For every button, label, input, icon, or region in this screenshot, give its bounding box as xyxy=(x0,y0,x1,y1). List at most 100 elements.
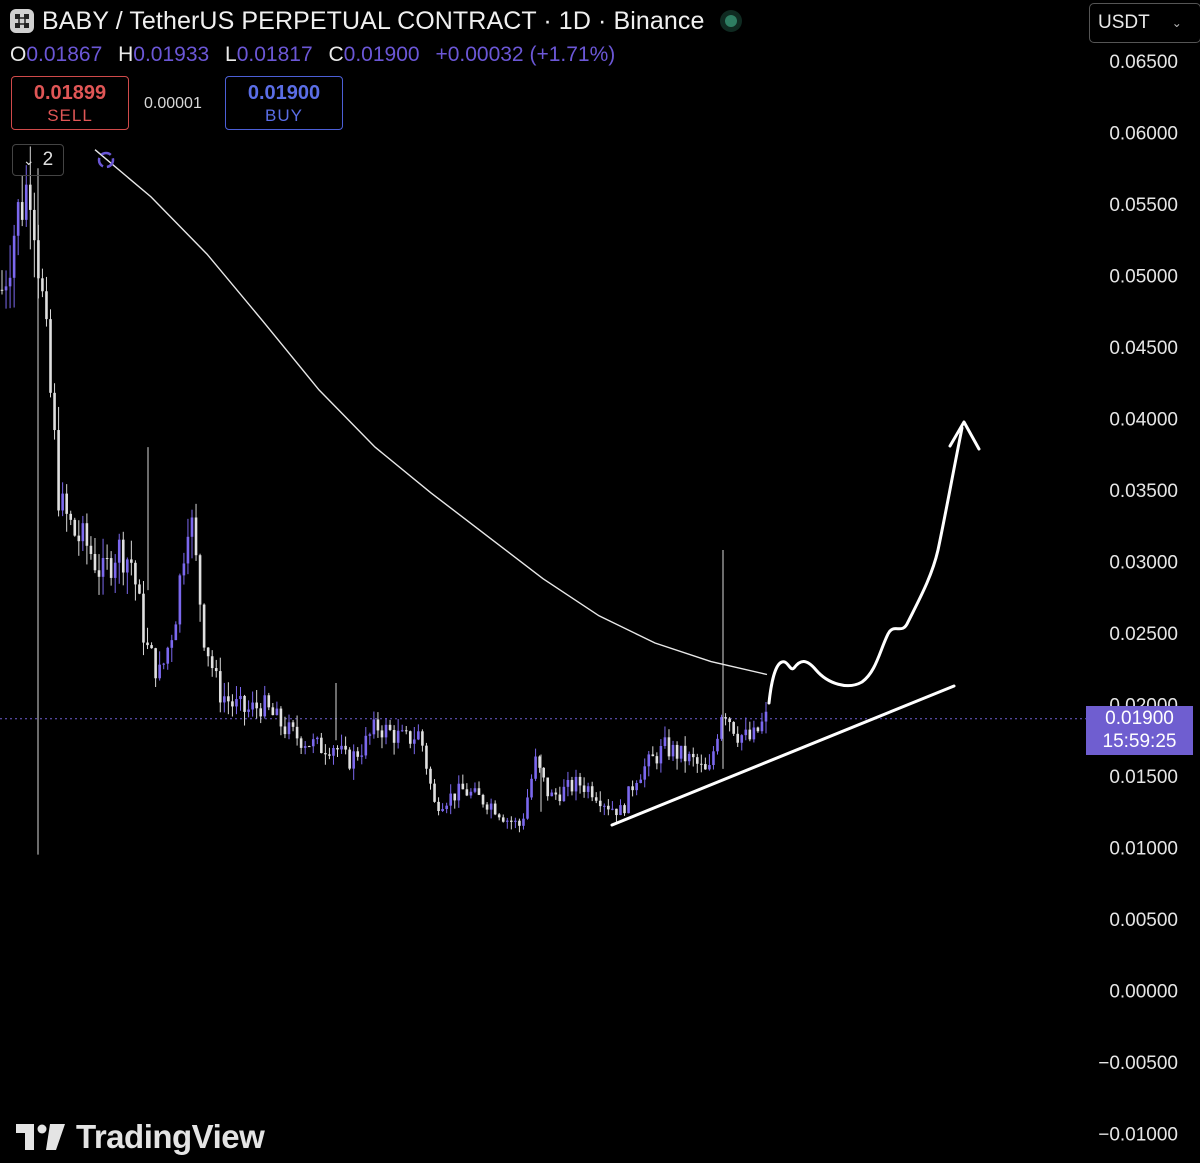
candle-body xyxy=(639,779,642,783)
candle-body xyxy=(267,695,271,708)
candle xyxy=(316,736,319,745)
candle-body xyxy=(348,749,351,769)
candle xyxy=(756,726,760,733)
price-axis[interactable]: 0.06500 0.06000 0.05500 0.05000 0.04500 0.040… xyxy=(1098,52,1178,1146)
candle-body xyxy=(683,745,687,762)
price-axis-label: −0.01000 xyxy=(1098,1125,1178,1146)
candle-body xyxy=(712,751,715,766)
candle-body xyxy=(283,726,287,735)
candle-body xyxy=(631,786,634,791)
candle-body xyxy=(429,768,432,784)
sell-label: SELL xyxy=(47,106,93,125)
candle xyxy=(352,744,355,780)
candle-body xyxy=(497,814,501,818)
candle-body xyxy=(566,779,570,787)
candle xyxy=(675,741,679,770)
candle-body xyxy=(356,751,360,757)
cycle-marker-icon[interactable] xyxy=(97,151,115,169)
projection-arrow-path[interactable] xyxy=(767,426,964,705)
candle-body xyxy=(150,645,153,649)
candle xyxy=(33,192,36,278)
candle-body xyxy=(89,545,93,554)
buy-button[interactable]: 0.01900 BUY xyxy=(225,76,343,130)
support-trendline[interactable] xyxy=(610,684,956,827)
candle xyxy=(554,788,558,800)
candle xyxy=(360,744,364,765)
candle xyxy=(4,270,8,309)
candle xyxy=(174,621,178,641)
candle-body xyxy=(12,235,16,278)
candle-body xyxy=(210,656,214,669)
candle xyxy=(720,714,723,741)
candle-body xyxy=(570,779,574,792)
candle xyxy=(57,406,60,517)
candle-body xyxy=(380,730,384,738)
candle-body xyxy=(218,671,222,703)
candle xyxy=(372,711,376,739)
candle xyxy=(97,554,101,595)
candle-body xyxy=(311,739,315,747)
candle-body xyxy=(691,753,695,758)
candle-body xyxy=(295,726,299,739)
candle-body xyxy=(590,786,594,798)
candle xyxy=(117,533,121,584)
candle xyxy=(683,736,687,773)
tradingview-wordmark: TradingView xyxy=(76,1118,265,1155)
candle xyxy=(655,752,659,770)
candle xyxy=(77,520,81,556)
candle xyxy=(109,551,113,586)
candle xyxy=(453,793,457,809)
candle-body xyxy=(324,753,327,755)
candle xyxy=(695,753,699,773)
price-axis-label: 0.00000 xyxy=(1109,982,1178,1003)
candle xyxy=(275,701,279,716)
candle xyxy=(271,703,275,716)
candle xyxy=(162,662,165,670)
candle-body xyxy=(20,202,24,220)
candle-body xyxy=(259,708,263,717)
candle xyxy=(615,808,618,822)
candle-body xyxy=(121,539,125,573)
candle-body xyxy=(113,562,117,578)
candle-body xyxy=(73,519,77,536)
indicators-collapse-button[interactable]: ⌄ 2 xyxy=(12,144,64,176)
candle xyxy=(566,771,570,797)
candle-body xyxy=(332,747,335,756)
candle xyxy=(691,747,695,767)
candle-body xyxy=(441,809,444,812)
candle-body xyxy=(239,695,242,700)
candle xyxy=(408,730,412,749)
currency-select[interactable]: USDT ⌄ xyxy=(1089,3,1200,43)
candle xyxy=(598,791,602,813)
candle-body xyxy=(61,493,64,511)
candle xyxy=(582,777,586,798)
candle xyxy=(659,739,663,773)
candle-body xyxy=(586,786,590,792)
candle-body xyxy=(651,754,655,757)
candle-body xyxy=(716,738,719,752)
candle-body xyxy=(687,753,691,762)
symbol-title[interactable]: BABY / TetherUS PERPETUAL CONTRACT · 1D … xyxy=(42,6,705,35)
candle-body xyxy=(4,286,8,291)
candle-body xyxy=(275,708,279,716)
sell-button[interactable]: 0.01899 SELL xyxy=(11,76,129,130)
candle xyxy=(473,782,477,794)
candle-body xyxy=(679,745,683,759)
price-axis-label: 0.05500 xyxy=(1109,195,1178,216)
candle xyxy=(760,712,764,734)
candle-body xyxy=(659,746,663,764)
candle xyxy=(437,797,440,816)
candle xyxy=(558,786,562,806)
candle xyxy=(505,817,509,829)
tradingview-logo[interactable]: TradingView xyxy=(16,1118,265,1156)
candle-body xyxy=(700,763,703,765)
candle-body xyxy=(336,747,339,750)
candle xyxy=(445,802,448,814)
candle-body xyxy=(263,695,267,717)
candle-body xyxy=(574,776,578,792)
candle-body xyxy=(663,737,667,747)
last-price-value: 0.01900 xyxy=(1105,708,1174,729)
candle xyxy=(299,736,303,754)
candle xyxy=(320,732,323,754)
